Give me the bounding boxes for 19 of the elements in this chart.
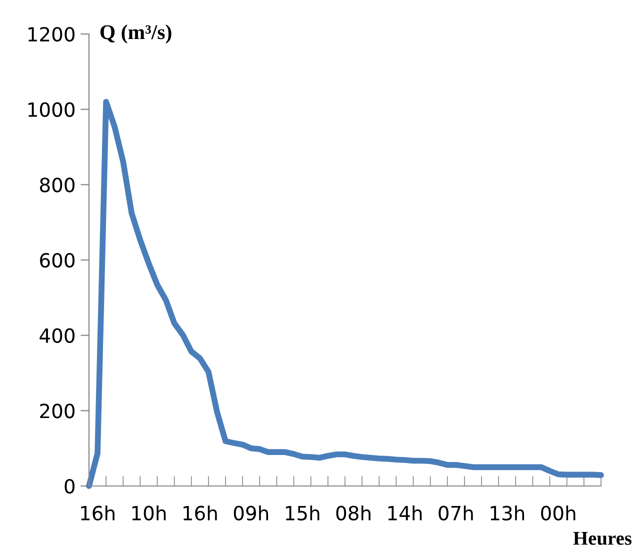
x-axis-title: Heures [573, 532, 632, 545]
y-tick-label: 1000 [28, 102, 75, 117]
y-tick-label: 600 [40, 252, 75, 268]
y-tick-label: 1200 [28, 26, 75, 42]
x-tick-label: 08h [336, 505, 370, 520]
y-tick-label: 0 [64, 478, 75, 494]
x-tick-label: 09h [234, 505, 268, 520]
x-tick-label: 07h [438, 505, 473, 520]
x-tick-label: 15h [286, 505, 320, 520]
x-tick-label: 00h [541, 505, 576, 520]
x-tick-label: 10h [132, 505, 166, 520]
x-tick-label: 16h [81, 505, 114, 520]
y-tick-label: 800 [40, 178, 75, 192]
y-tick-label: 200 [40, 404, 75, 418]
x-tick-label: 14h [388, 505, 422, 520]
x-tick-label: 16h [184, 505, 217, 520]
x-tick-label: 13h [490, 505, 524, 520]
y-tick-label: 400 [40, 328, 75, 343]
y-axis-title: Q (m³/s) [100, 24, 172, 44]
